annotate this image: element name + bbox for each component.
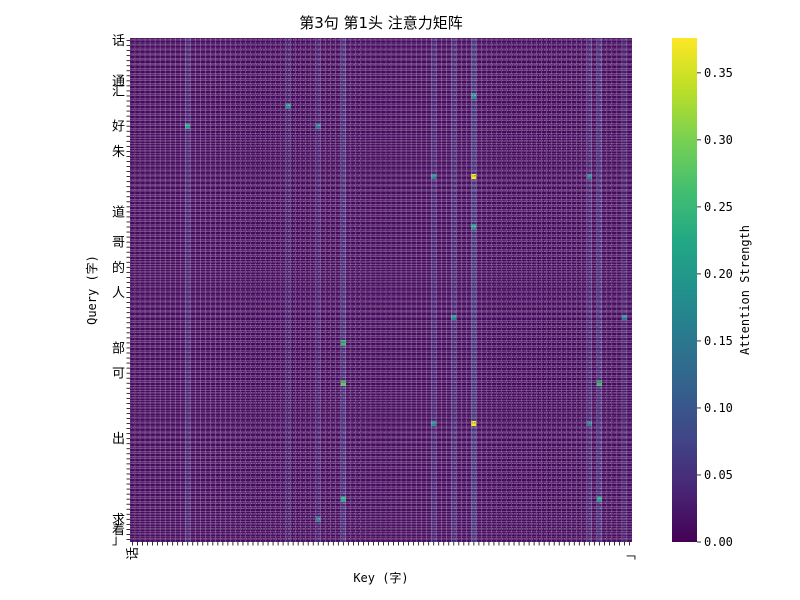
chart-title: 第3句 第1头 注意力矩阵	[299, 14, 463, 32]
heatmap-cells	[130, 38, 632, 542]
